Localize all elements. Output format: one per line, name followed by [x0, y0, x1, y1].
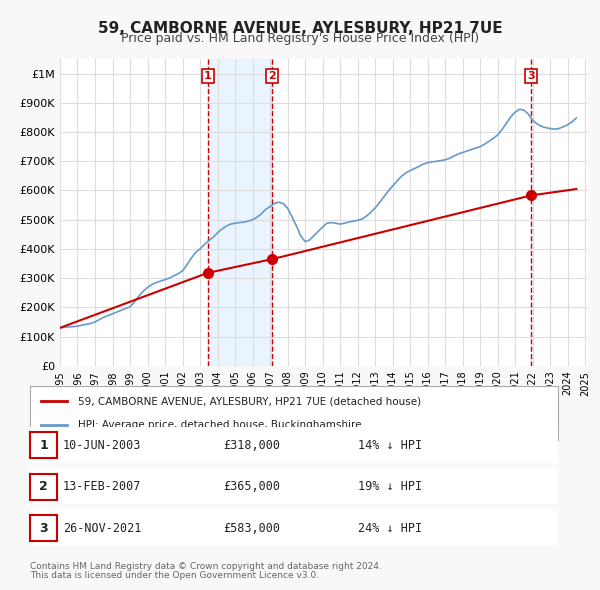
Text: £365,000: £365,000 — [223, 480, 281, 493]
Text: 1: 1 — [204, 71, 212, 81]
Text: 1: 1 — [39, 439, 48, 452]
Text: HPI: Average price, detached house, Buckinghamshire: HPI: Average price, detached house, Buck… — [77, 419, 361, 430]
Text: 13-FEB-2007: 13-FEB-2007 — [63, 480, 141, 493]
Text: 14% ↓ HPI: 14% ↓ HPI — [358, 439, 422, 452]
Text: 3: 3 — [39, 522, 48, 535]
Text: £583,000: £583,000 — [223, 522, 281, 535]
Text: 10-JUN-2003: 10-JUN-2003 — [63, 439, 141, 452]
Text: Price paid vs. HM Land Registry's House Price Index (HPI): Price paid vs. HM Land Registry's House … — [121, 32, 479, 45]
Text: 59, CAMBORNE AVENUE, AYLESBURY, HP21 7UE: 59, CAMBORNE AVENUE, AYLESBURY, HP21 7UE — [98, 21, 502, 35]
Text: 2: 2 — [39, 480, 48, 493]
Text: 3: 3 — [527, 71, 535, 81]
Text: This data is licensed under the Open Government Licence v3.0.: This data is licensed under the Open Gov… — [30, 571, 319, 580]
Text: 26-NOV-2021: 26-NOV-2021 — [63, 522, 141, 535]
Text: 2: 2 — [268, 71, 276, 81]
Text: 24% ↓ HPI: 24% ↓ HPI — [358, 522, 422, 535]
Bar — [208, 59, 272, 366]
Text: Contains HM Land Registry data © Crown copyright and database right 2024.: Contains HM Land Registry data © Crown c… — [30, 562, 382, 571]
Text: £318,000: £318,000 — [223, 439, 281, 452]
Text: 19% ↓ HPI: 19% ↓ HPI — [358, 480, 422, 493]
Text: 59, CAMBORNE AVENUE, AYLESBURY, HP21 7UE (detached house): 59, CAMBORNE AVENUE, AYLESBURY, HP21 7UE… — [77, 396, 421, 407]
